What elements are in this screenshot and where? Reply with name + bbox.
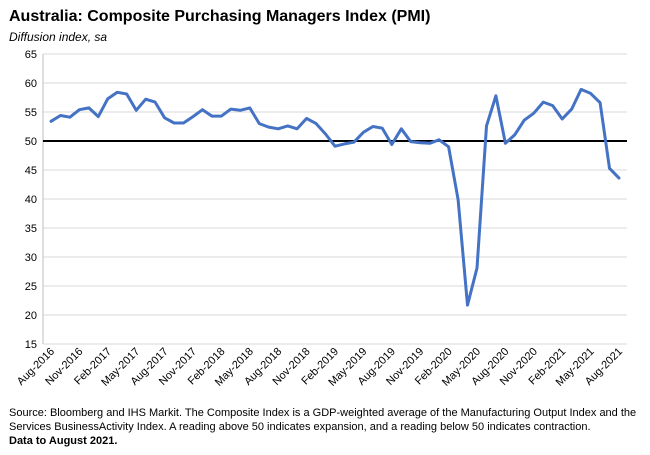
y-tick-label-55: 55 [25, 107, 37, 119]
y-tick-label-45: 45 [25, 165, 37, 177]
y-tick-label-50: 50 [25, 136, 37, 148]
y-tick-label-25: 25 [25, 281, 37, 293]
y-tick-label-60: 60 [25, 78, 37, 90]
y-tick-label-15: 15 [25, 339, 37, 351]
y-tick-label-35: 35 [25, 223, 37, 235]
series-line-composite-pmi [49, 87, 621, 307]
gridlines [42, 53, 627, 345]
y-axis-ticks: 15 20 25 30 35 40 45 50 55 60 65 [25, 49, 37, 351]
y-tick-label-30: 30 [25, 252, 37, 264]
pmi-line-chart: 15 20 25 30 35 40 45 50 55 60 65 Aug-2016Nov-2016F… [15, 49, 627, 389]
footnote-data-note: Data to August 2021. [9, 435, 118, 447]
y-tick-label-40: 40 [25, 194, 37, 206]
series-group [49, 87, 621, 307]
chart-subtitle: Diffusion index, sa [9, 30, 108, 44]
chart-title: Australia: Composite Purchasing Managers… [9, 8, 431, 25]
x-axis-ticks: Aug-2016Nov-2016Feb-2017May-2017Aug-2017… [15, 346, 625, 389]
y-tick-label-65: 65 [25, 49, 37, 61]
footnote-text: Source: Bloomberg and IHS Markit. The Co… [9, 407, 637, 433]
y-tick-label-20: 20 [25, 310, 37, 322]
footnote: Source: Bloomberg and IHS Markit. The Co… [9, 406, 645, 448]
